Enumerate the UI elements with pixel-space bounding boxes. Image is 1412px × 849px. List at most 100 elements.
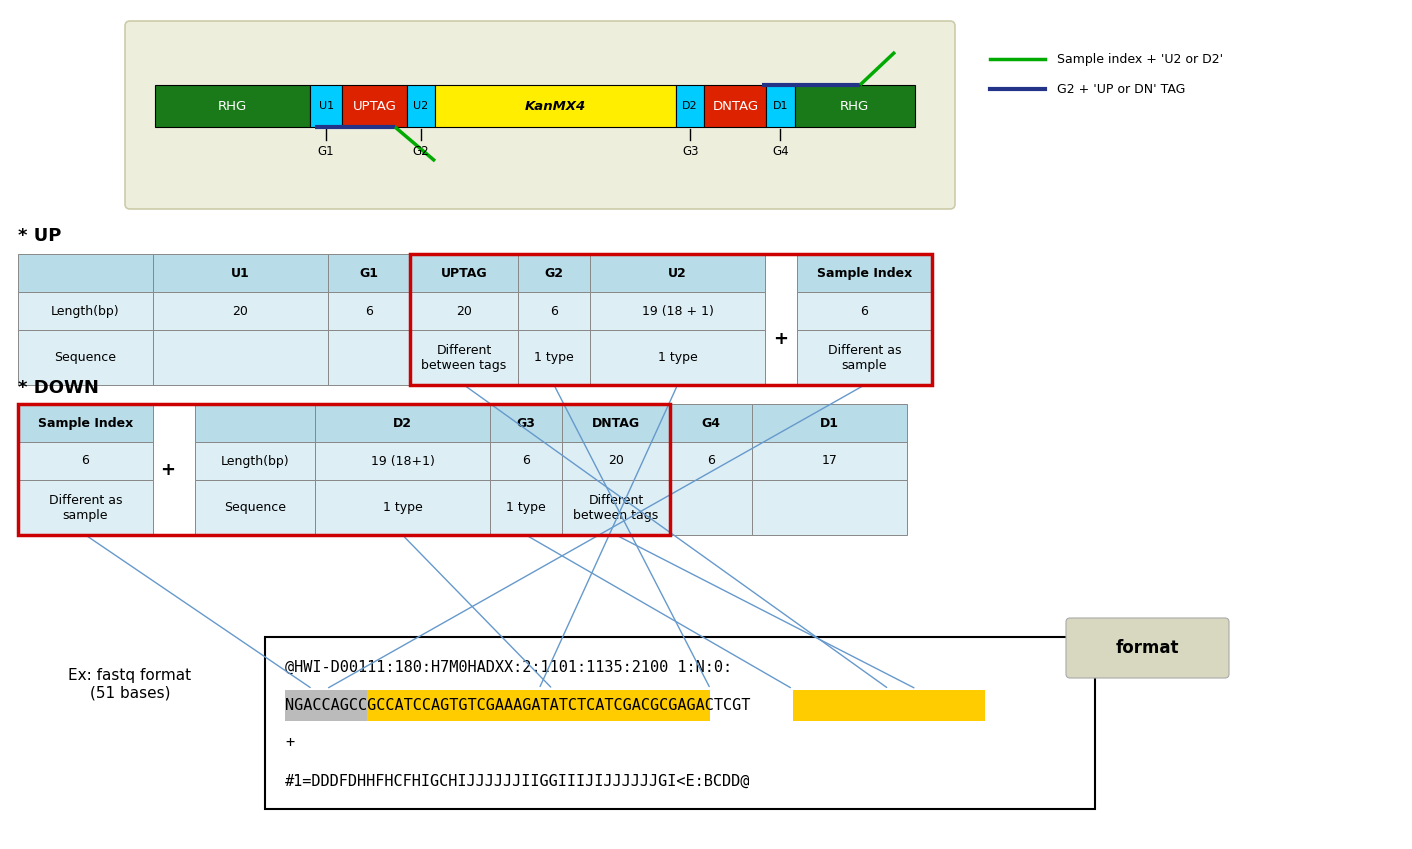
- Text: 20: 20: [233, 305, 249, 318]
- Bar: [343, 85, 407, 127]
- Text: G2 + 'UP or DN' TAG: G2 + 'UP or DN' TAG: [1058, 82, 1186, 95]
- Text: * UP: * UP: [18, 227, 61, 245]
- Bar: [590, 330, 765, 385]
- Text: KanMX4: KanMX4: [525, 99, 586, 113]
- Text: 20: 20: [609, 454, 624, 468]
- Text: Sequence: Sequence: [225, 501, 287, 514]
- Text: Length(bp): Length(bp): [220, 454, 289, 468]
- Text: Sequence: Sequence: [55, 351, 117, 364]
- Text: DNTAG: DNTAG: [592, 417, 640, 430]
- Text: U2: U2: [414, 101, 429, 111]
- Bar: [490, 442, 562, 480]
- Bar: [409, 292, 518, 330]
- Text: #1=DDDFDHHFHCFHIGCHIJJJJJJIIGGIIIJIJJJJJJGI<E:BCDD@: #1=DDDFDHHFHCFHIGCHIJJJJJJIIGGIIIJIJJJJJ…: [285, 773, 750, 789]
- Text: Sample Index: Sample Index: [38, 417, 133, 430]
- Bar: [671, 480, 753, 535]
- Text: 6: 6: [860, 305, 868, 318]
- Text: +: +: [774, 329, 788, 347]
- Text: RHG: RHG: [217, 99, 247, 113]
- Bar: [676, 85, 705, 127]
- Bar: [152, 292, 328, 330]
- Bar: [562, 404, 671, 442]
- Text: NGACCAGCCGCCATCCAGTGTCGAAAGATATCTCATCGACGCGAGACTCGT: NGACCAGCCGCCATCCAGTGTCGAAAGATATCTCATCGAC…: [285, 698, 750, 712]
- Bar: [562, 442, 671, 480]
- Text: U1: U1: [319, 101, 333, 111]
- Text: G4: G4: [772, 145, 789, 158]
- Text: format: format: [1115, 639, 1179, 657]
- Text: G3: G3: [517, 417, 535, 430]
- Bar: [18, 480, 152, 535]
- Bar: [409, 254, 518, 292]
- Bar: [562, 480, 671, 535]
- Text: 6: 6: [522, 454, 530, 468]
- Text: G2: G2: [412, 145, 429, 158]
- Bar: [155, 85, 309, 127]
- Text: 1 type: 1 type: [534, 351, 573, 364]
- Text: 6: 6: [366, 305, 373, 318]
- Text: 1 type: 1 type: [505, 501, 546, 514]
- Bar: [796, 254, 932, 292]
- Bar: [152, 254, 328, 292]
- Bar: [285, 689, 367, 721]
- Text: UPTAG: UPTAG: [441, 267, 487, 279]
- Bar: [518, 330, 590, 385]
- Text: +: +: [161, 460, 175, 479]
- FancyBboxPatch shape: [126, 21, 955, 209]
- Bar: [795, 85, 915, 127]
- Text: RHG: RHG: [840, 99, 870, 113]
- Text: 1 type: 1 type: [383, 501, 422, 514]
- Bar: [794, 689, 986, 721]
- Text: 1 type: 1 type: [658, 351, 698, 364]
- Text: U1: U1: [232, 267, 250, 279]
- Bar: [195, 442, 315, 480]
- Bar: [590, 292, 765, 330]
- Bar: [328, 330, 409, 385]
- Text: Sample Index: Sample Index: [818, 267, 912, 279]
- Bar: [767, 85, 795, 127]
- Text: 6: 6: [82, 454, 89, 468]
- Bar: [195, 404, 315, 442]
- Bar: [753, 404, 907, 442]
- Bar: [18, 292, 152, 330]
- Bar: [705, 85, 767, 127]
- Bar: [409, 254, 932, 385]
- Bar: [315, 442, 490, 480]
- Bar: [671, 404, 753, 442]
- Bar: [315, 404, 490, 442]
- Bar: [435, 85, 676, 127]
- Text: D1: D1: [820, 417, 839, 430]
- Bar: [315, 480, 490, 535]
- Text: DNTAG: DNTAG: [712, 99, 758, 113]
- Text: UPTAG: UPTAG: [353, 99, 397, 113]
- Text: Different
between tags: Different between tags: [421, 344, 507, 372]
- Text: Length(bp): Length(bp): [51, 305, 120, 318]
- Bar: [328, 254, 409, 292]
- Bar: [18, 254, 152, 292]
- Bar: [490, 404, 562, 442]
- Bar: [195, 480, 315, 535]
- Text: 6: 6: [551, 305, 558, 318]
- FancyBboxPatch shape: [1066, 618, 1228, 678]
- Text: 17: 17: [822, 454, 837, 468]
- Bar: [590, 254, 765, 292]
- Text: Different as
sample: Different as sample: [49, 493, 123, 521]
- Bar: [367, 689, 710, 721]
- Bar: [265, 637, 1094, 809]
- Text: G1: G1: [318, 145, 335, 158]
- Bar: [18, 330, 152, 385]
- Text: * DOWN: * DOWN: [18, 379, 99, 397]
- Bar: [796, 292, 932, 330]
- Text: G3: G3: [682, 145, 699, 158]
- Bar: [328, 292, 409, 330]
- Bar: [796, 330, 932, 385]
- Bar: [518, 254, 590, 292]
- Text: +: +: [285, 735, 294, 751]
- Text: 6: 6: [707, 454, 714, 468]
- Text: Ex: fastq format
(51 bases): Ex: fastq format (51 bases): [68, 668, 192, 700]
- Text: U2: U2: [668, 267, 686, 279]
- Text: 19 (18+1): 19 (18+1): [370, 454, 435, 468]
- Text: G2: G2: [545, 267, 563, 279]
- Bar: [409, 330, 518, 385]
- Text: 20: 20: [456, 305, 472, 318]
- Text: @HWI-D00111:180:H7M0HADXX:2:1101:1135:2100 1:N:0:: @HWI-D00111:180:H7M0HADXX:2:1101:1135:21…: [285, 660, 733, 674]
